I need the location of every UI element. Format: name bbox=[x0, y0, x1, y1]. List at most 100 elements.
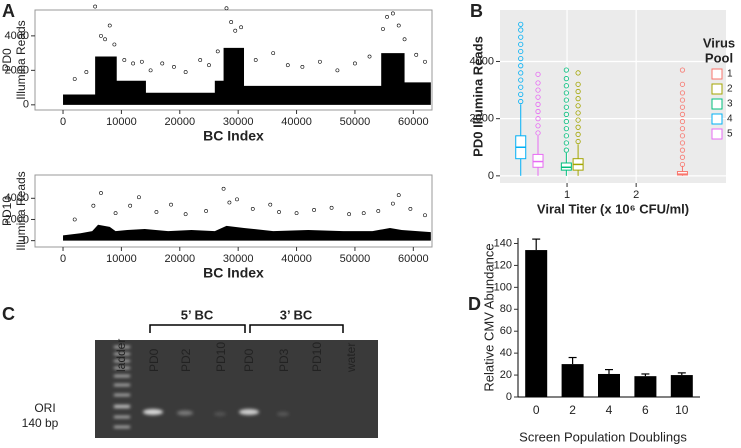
x-axis-label: Viral Titer (x 10⁶ CFU/ml) bbox=[537, 201, 689, 216]
point bbox=[239, 25, 243, 30]
point bbox=[390, 11, 395, 16]
lane-label: PD0 bbox=[242, 348, 256, 372]
point bbox=[229, 20, 234, 24]
point bbox=[93, 4, 98, 9]
legend-label: 4 bbox=[727, 114, 733, 125]
point bbox=[183, 212, 188, 217]
y-tick-label: 2000 bbox=[470, 113, 494, 125]
outlier bbox=[563, 147, 569, 153]
point bbox=[160, 61, 165, 66]
bar bbox=[561, 364, 584, 397]
legend-label: 5 bbox=[727, 129, 733, 140]
x-tick-label: 30000 bbox=[223, 116, 254, 128]
point bbox=[131, 61, 135, 66]
point bbox=[122, 58, 127, 62]
x-tick-label: 40000 bbox=[281, 116, 312, 128]
lane-label: PD10 bbox=[310, 342, 324, 372]
y-tick-label: 4000 bbox=[5, 30, 29, 42]
point bbox=[353, 61, 357, 66]
outlier bbox=[679, 126, 686, 132]
y-tick-label: 100 bbox=[494, 281, 512, 293]
point bbox=[128, 203, 133, 208]
point bbox=[329, 205, 334, 210]
y-tick-label: 0 bbox=[23, 235, 29, 247]
outlier bbox=[679, 147, 686, 153]
point bbox=[207, 63, 211, 68]
point bbox=[215, 49, 220, 54]
outlier bbox=[535, 130, 541, 136]
outlier bbox=[679, 118, 686, 125]
point bbox=[423, 59, 427, 64]
y-tick-label: 40 bbox=[500, 347, 512, 359]
x-tick-label: 20000 bbox=[164, 116, 195, 128]
group-label: 5’ BC bbox=[181, 307, 214, 322]
legend-label: 1 bbox=[727, 69, 733, 80]
point bbox=[169, 202, 173, 207]
outlier bbox=[535, 101, 541, 107]
point bbox=[385, 14, 389, 19]
point bbox=[294, 211, 299, 216]
point bbox=[103, 37, 107, 42]
lane-label: water bbox=[344, 343, 358, 373]
outlier bbox=[518, 63, 524, 69]
y-axis-label: PD10 bbox=[0, 196, 14, 226]
point bbox=[113, 211, 118, 216]
point bbox=[139, 59, 144, 64]
x-tick-label: 6 bbox=[642, 403, 649, 417]
point bbox=[99, 33, 103, 38]
outlier bbox=[563, 118, 569, 125]
y-axis-label: PD0 Illumina Reads bbox=[470, 36, 485, 157]
y-tick-label: 0 bbox=[488, 170, 494, 182]
point bbox=[396, 23, 401, 28]
outlier bbox=[518, 41, 524, 47]
point bbox=[312, 208, 316, 212]
y-tick-label: 20 bbox=[500, 369, 512, 381]
outlier bbox=[575, 110, 581, 116]
outlier bbox=[518, 84, 524, 90]
legend-title: Pool bbox=[705, 50, 733, 65]
point bbox=[335, 68, 340, 73]
gel-image bbox=[95, 340, 378, 438]
point bbox=[347, 212, 351, 217]
y-tick-label: 2000 bbox=[5, 213, 29, 225]
point bbox=[390, 201, 395, 206]
legend-label: 2 bbox=[727, 84, 733, 95]
outlier bbox=[575, 96, 581, 102]
outlier bbox=[679, 67, 686, 73]
y-tick-label: 4000 bbox=[5, 192, 29, 204]
box bbox=[676, 171, 688, 176]
outlier bbox=[563, 104, 569, 110]
point bbox=[268, 202, 273, 207]
gel-ladder bbox=[114, 346, 130, 428]
panel-label: D bbox=[468, 294, 481, 314]
bar bbox=[670, 375, 693, 397]
bar bbox=[525, 250, 548, 397]
outlier bbox=[518, 56, 524, 62]
y-tick-label: 80 bbox=[500, 303, 512, 315]
point bbox=[148, 68, 153, 73]
outlier bbox=[575, 70, 581, 76]
outlier bbox=[575, 117, 581, 123]
point bbox=[99, 191, 103, 195]
point bbox=[402, 37, 407, 42]
panel-label: B bbox=[470, 1, 483, 21]
x-tick-label: 2 bbox=[569, 403, 576, 417]
y-axis-label: Illumina Reads bbox=[14, 20, 28, 99]
x-tick-label: 10000 bbox=[106, 116, 137, 128]
x-tick-label: 40000 bbox=[281, 253, 312, 265]
point bbox=[198, 58, 203, 62]
y-axis-label: PD0 bbox=[0, 48, 14, 72]
outlier bbox=[575, 131, 581, 137]
marker-label: ORI bbox=[34, 401, 55, 415]
outlier bbox=[535, 116, 541, 122]
outlier bbox=[518, 21, 524, 27]
x-tick-label: 30000 bbox=[223, 253, 254, 265]
outlier bbox=[575, 88, 581, 95]
bar bbox=[634, 376, 657, 397]
y-axis-label: Relative CMV Abundance bbox=[481, 243, 496, 391]
x-tick-label: 0 bbox=[60, 253, 66, 265]
outlier bbox=[535, 123, 541, 129]
panel-label: A bbox=[2, 1, 15, 21]
y-tick-label: 120 bbox=[494, 259, 512, 271]
